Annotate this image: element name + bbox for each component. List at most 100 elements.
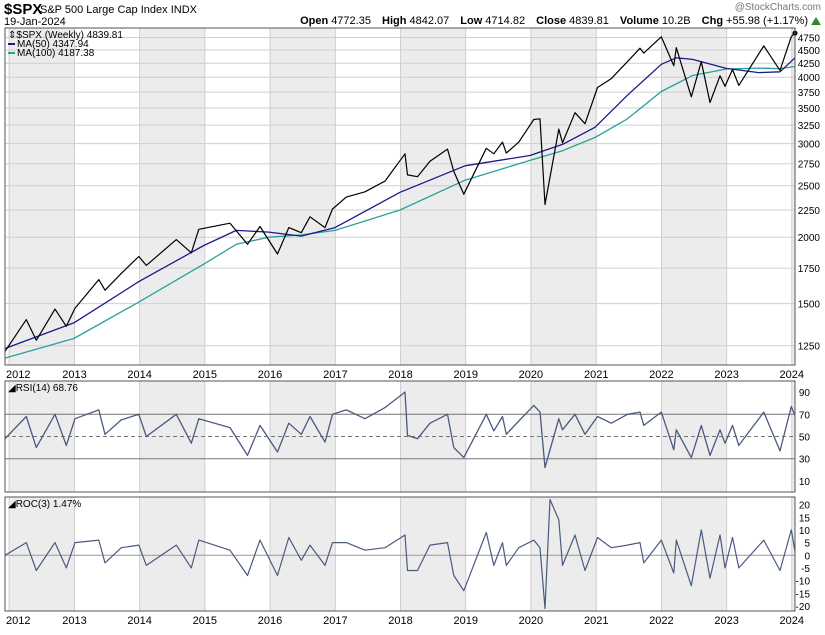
price-tick-label: 2500	[798, 182, 821, 193]
x-tick-label: 2012	[6, 615, 30, 627]
quote-bar: Open 4772.35 High 4842.07 Low 4714.82 Close…	[292, 15, 821, 27]
rsi-tick-label: 50	[799, 433, 811, 444]
legend-roc: ◢ROC(3) 1.47%	[8, 499, 81, 510]
ma50-line	[4, 57, 796, 350]
year-shade	[9, 28, 75, 365]
year-shade	[791, 28, 795, 365]
legend-price: ⇕$SPX (Weekly) 4839.81	[8, 30, 123, 41]
x-tick-label: 2015	[193, 615, 217, 627]
x-tick-label: 2020	[519, 615, 543, 627]
price-line	[4, 32, 796, 352]
x-tick-label: 2023	[714, 369, 738, 381]
price-tick-label: 4000	[798, 73, 821, 84]
price-tick-label: 3750	[798, 88, 821, 99]
close-value: 4839.81	[569, 15, 609, 27]
stockcharts-watermark[interactable]: @StockCharts.com	[734, 2, 821, 13]
price-tick-label: 1500	[798, 300, 821, 311]
year-shade	[661, 497, 727, 611]
roc-tick-label: 15	[799, 513, 811, 524]
year-shade	[530, 28, 597, 365]
year-shade	[400, 497, 466, 611]
roc-line	[4, 498, 796, 610]
x-tick-label: 2017	[323, 615, 347, 627]
chg-value: +55.98 (+1.17%)	[726, 15, 808, 27]
rsi-tick-label: 90	[799, 388, 811, 399]
x-tick-label: 2021	[584, 369, 608, 381]
year-shade	[530, 497, 597, 611]
price-tick-label: 2250	[798, 206, 821, 217]
up-arrow-icon	[811, 17, 821, 25]
price-tick-label: 1250	[798, 342, 821, 353]
price-tick-label: 3500	[798, 104, 821, 115]
x-tick-label: 2016	[258, 369, 282, 381]
x-tick-label: 2013	[62, 369, 86, 381]
high-value: 4842.07	[409, 15, 450, 27]
year-shade	[9, 497, 75, 611]
volume-value: 10.2B	[661, 15, 691, 27]
roc-tick-label: 20	[799, 501, 811, 512]
roc-tick-label: 5	[804, 539, 810, 550]
rsi-panel	[4, 380, 796, 493]
x-tick-label: 2014	[127, 615, 151, 627]
price-tick-label: 2000	[798, 233, 821, 244]
rsi-tick-label: 30	[799, 455, 811, 466]
x-tick-label: 2016	[258, 615, 282, 627]
x-tick-label: 2013	[62, 615, 86, 627]
year-shade	[661, 28, 727, 365]
index-name: S&P 500 Large Cap Index	[40, 4, 168, 16]
price-tick-label: 2750	[798, 160, 821, 171]
symbol-label: $SPX	[4, 1, 43, 18]
chg-label: Chg	[701, 15, 724, 27]
x-tick-label: 2021	[584, 615, 608, 627]
price-tick-label: 1750	[798, 264, 821, 275]
close-label: Close	[536, 15, 567, 27]
x-tick-label: 2019	[453, 615, 477, 627]
roc-tick-label: 10	[799, 526, 811, 537]
x-tick-label: 2022	[649, 615, 673, 627]
price-tick-label: 3000	[798, 140, 821, 151]
x-tick-label: 2014	[127, 369, 151, 381]
price-panel	[4, 27, 796, 366]
low-value: 4714.82	[485, 15, 526, 27]
roc-tick-label: -20	[796, 602, 811, 613]
legend-rsi: ◢RSI(14) 68.76	[8, 383, 78, 394]
open-value: 4772.35	[331, 15, 371, 27]
price-tick-label: 3250	[798, 121, 821, 132]
x-tick-label: 2012	[6, 369, 30, 381]
roc-tick-label: -5	[801, 564, 810, 575]
x-tick-label: 2020	[519, 369, 543, 381]
ma100-line	[4, 65, 796, 359]
high-label: High	[382, 15, 407, 27]
roc-panel	[4, 496, 796, 612]
security-name: S&P 500 Large Cap Index INDX	[40, 4, 197, 16]
year-shade	[270, 497, 336, 611]
date-label: 19-Jan-2024	[4, 16, 66, 28]
low-label: Low	[460, 15, 483, 27]
chart-header: $SPX S&P 500 Large Cap Index INDX 19-Jan…	[0, 0, 825, 28]
x-tick-label: 2018	[388, 615, 412, 627]
price-tick-label: 4750	[798, 34, 821, 45]
x-tick-label: 2015	[193, 369, 217, 381]
open-label: Open	[300, 15, 329, 27]
x-tick-label: 2017	[323, 369, 347, 381]
legend-ma100: MA(100) 4187.38	[17, 48, 95, 59]
roc-tick-label: 0	[804, 551, 810, 562]
year-shade	[791, 497, 795, 611]
x-tick-label: 2019	[453, 369, 477, 381]
x-tick-label: 2018	[388, 369, 412, 381]
rsi-tick-label: 10	[799, 477, 811, 488]
exchange-label: INDX	[170, 4, 197, 16]
x-tick-label: 2023	[714, 615, 738, 627]
volume-label: Volume	[619, 15, 659, 27]
x-tick-label: 2022	[649, 369, 673, 381]
roc-tick-label: -10	[796, 577, 811, 588]
legend-ma50: MA(50) 4347.94	[17, 39, 89, 50]
roc-tick-label: -15	[796, 589, 811, 600]
price-tick-label: 4250	[798, 59, 821, 70]
year-shade	[139, 28, 205, 365]
rsi-tick-label: 70	[799, 410, 811, 421]
rsi-line	[4, 391, 796, 469]
year-shade	[270, 28, 336, 365]
